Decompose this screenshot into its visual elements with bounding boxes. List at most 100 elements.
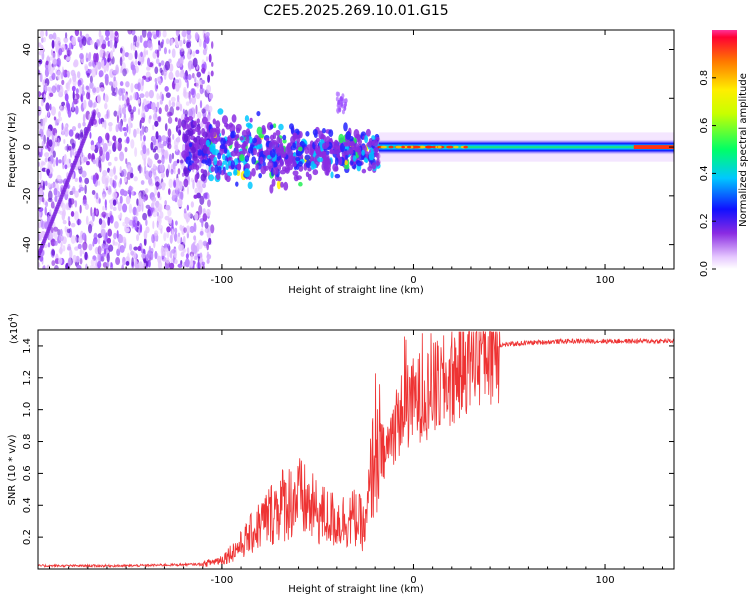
spectrogram-blob xyxy=(328,129,334,138)
spectrogram-speckle xyxy=(178,57,183,68)
spectrogram-blob xyxy=(288,157,293,164)
spectrogram-blob xyxy=(277,176,282,182)
spectrogram-speckle xyxy=(82,113,86,124)
spectrogram-speckle xyxy=(203,193,209,200)
spectrogram-speckle xyxy=(71,126,77,132)
spectrogram-speckle xyxy=(151,196,157,202)
spectrogram-peak xyxy=(453,145,459,149)
spectrogram-speckle xyxy=(174,117,178,122)
spectrogram-speckle xyxy=(134,50,138,60)
spectrogram-blob xyxy=(251,167,256,177)
spectrogram-speckle xyxy=(114,221,119,229)
spectrogram-speckle xyxy=(180,182,183,191)
spectrogram-speckle xyxy=(187,47,192,55)
spectrogram-speckle xyxy=(133,128,137,138)
spectrogram-blob xyxy=(330,171,334,179)
spectrogram-speckle xyxy=(157,191,161,199)
spectrogram-speckle xyxy=(145,219,148,227)
spectrogram-speckle xyxy=(122,117,127,123)
spectrogram-blob xyxy=(181,150,188,159)
spectrogram-speckle xyxy=(102,142,108,152)
spectrogram-speckle xyxy=(196,111,202,119)
spectrogram-speckle xyxy=(134,59,138,66)
spectrogram-speckle xyxy=(177,118,182,129)
spectrogram-speckle xyxy=(152,163,156,170)
spectrogram-speckle xyxy=(177,263,183,268)
spectrogram-speckle xyxy=(196,79,200,89)
spectrogram-blob xyxy=(353,128,360,139)
spectrogram-image xyxy=(38,30,674,269)
spectrogram-speckle xyxy=(89,75,93,84)
spectrogram-blob xyxy=(230,150,237,157)
spectrogram-speckle xyxy=(47,147,51,152)
spectrogram-speckle xyxy=(136,127,140,134)
spectrogram-speckle xyxy=(79,257,83,265)
spectrogram-speckle xyxy=(46,168,51,175)
spectrogram-speckle xyxy=(66,49,72,57)
spectrogram-speckle xyxy=(156,77,161,82)
spectrogram-blob xyxy=(279,169,286,175)
spectrogram-speckle xyxy=(119,195,123,204)
x-tick-label: 0 xyxy=(410,575,416,586)
spectrogram-speckle xyxy=(122,256,126,266)
spectrogram-speckle xyxy=(52,52,56,59)
spectrogram-speckle xyxy=(54,240,58,246)
spectrogram-speckle xyxy=(84,184,87,195)
spectrogram-blob xyxy=(272,167,279,176)
spectrogram-speckle xyxy=(147,259,151,268)
spectrogram-speckle xyxy=(136,234,140,242)
spectrogram-speckle xyxy=(196,118,200,124)
spectrogram-speckle xyxy=(155,131,159,140)
spectrogram-speckle xyxy=(56,70,61,81)
spectrogram-speckle xyxy=(119,107,122,115)
spectrogram-peak xyxy=(407,145,412,149)
spectrogram-speckle xyxy=(47,190,53,201)
spectrogram-speckle xyxy=(111,91,117,97)
spectrogram-speckle xyxy=(90,140,95,146)
spectrogram-blob xyxy=(350,140,356,150)
spectrogram-blob xyxy=(226,139,232,147)
colorbar-tick-label: 0.6 xyxy=(699,118,710,134)
spectrogram-speckle xyxy=(206,208,211,217)
spectrogram-speckle xyxy=(175,69,180,78)
spectrogram-speckle xyxy=(143,50,147,58)
spectrogram-speckle xyxy=(175,220,178,226)
spectrogram-speckle xyxy=(124,228,130,233)
spectrogram-speckle xyxy=(154,250,158,260)
spectrogram-speckle xyxy=(168,188,171,195)
spectrogram-blob xyxy=(365,128,371,137)
spectrogram-blob xyxy=(337,100,341,106)
spectrogram-speckle xyxy=(205,37,210,45)
spectrogram-speckle xyxy=(161,154,165,165)
spectrogram-speckle xyxy=(134,222,138,231)
spectrogram-speckle xyxy=(131,190,134,196)
spectrogram-speckle xyxy=(38,142,41,147)
spectrogram-speckle xyxy=(112,199,117,206)
spectrogram-speckle xyxy=(114,175,118,180)
spectrogram-speckle xyxy=(60,44,66,52)
spectrogram-speckle xyxy=(66,228,71,234)
spectrogram-speckle xyxy=(42,180,45,191)
spectrogram-blob xyxy=(219,144,226,150)
spectrogram-speckle xyxy=(147,157,151,165)
spectrogram-peak xyxy=(388,145,394,149)
spectrogram-blob xyxy=(235,181,239,187)
spectrogram-speckle xyxy=(58,257,63,265)
spectrogram-speckle xyxy=(41,140,45,150)
spectrogram-blob xyxy=(233,169,238,176)
spectrogram-blob xyxy=(304,154,311,161)
spectrogram-speckle xyxy=(126,123,129,133)
spectrogram-speckle xyxy=(158,224,163,231)
spectrogram-speckle xyxy=(48,235,52,241)
spectrogram-speckle xyxy=(126,136,130,144)
spectrogram-blob xyxy=(260,165,267,175)
spectrogram-speckle xyxy=(106,110,109,119)
spectrogram-speckle xyxy=(45,60,49,66)
spectrogram-speckle xyxy=(184,258,190,268)
spectrogram-speckle xyxy=(50,106,56,116)
spectrogram-speckle xyxy=(108,262,111,267)
spectrogram-speckle xyxy=(134,261,140,269)
spectrogram-speckle xyxy=(204,221,209,229)
spectrogram-speckle xyxy=(207,193,210,200)
spectrogram-blob xyxy=(182,123,186,131)
